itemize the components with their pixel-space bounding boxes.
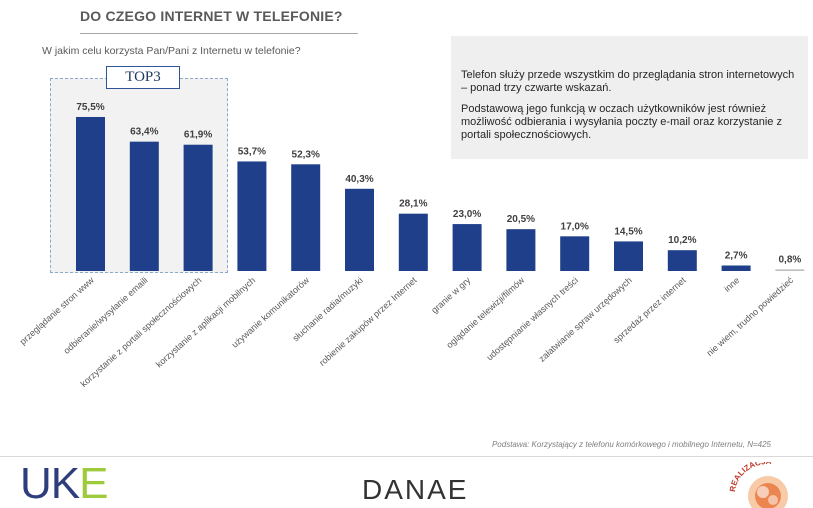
uke-logo-e: E <box>79 459 108 508</box>
survey-question: W jakim celu korzysta Pan/Pani z Interne… <box>42 45 301 57</box>
realizacja-logo: REALIZACJA <box>728 462 788 508</box>
title-underline <box>80 33 358 34</box>
bar-12 <box>667 250 697 271</box>
bar-value-label-9: 20,5% <box>507 214 535 225</box>
info-paragraph-1: Telefon służy przede wszystkim do przegl… <box>461 69 795 94</box>
bar-10 <box>560 236 590 271</box>
category-label-10: udostępnianie własnych treści <box>484 275 580 362</box>
bar-13 <box>721 265 751 271</box>
footer-divider <box>0 456 813 457</box>
bar-7 <box>398 213 428 271</box>
uke-logo-u: U <box>20 459 52 508</box>
uke-logo-k: K <box>50 459 80 508</box>
bar-4 <box>237 161 267 271</box>
info-paragraph-2: Podstawową jego funkcją w oczach użytkow… <box>461 103 782 141</box>
bar-value-label-7: 28,1% <box>399 199 427 210</box>
bar-2 <box>129 141 159 271</box>
bar-value-label-3: 61,9% <box>184 130 212 141</box>
bar-value-label-4: 53,7% <box>238 146 266 157</box>
bar-9 <box>506 229 536 271</box>
uke-logo: UKE <box>20 459 109 508</box>
bar-14 <box>775 269 805 271</box>
bar-value-label-13: 2,7% <box>725 250 748 261</box>
category-label-14: nie wiem, trudno powiedzieć <box>705 275 796 358</box>
bar-5 <box>291 164 321 271</box>
bar-6 <box>345 188 374 271</box>
top3-label: TOP3 <box>106 66 180 89</box>
bar-8 <box>452 224 482 271</box>
bar-1 <box>76 116 105 271</box>
bar-value-label-6: 40,3% <box>345 174 373 185</box>
bar-value-label-5: 52,3% <box>292 149 320 160</box>
info-box: Telefon służy przede wszystkim do przegl… <box>451 36 808 159</box>
bar-value-label-8: 23,0% <box>453 209 481 220</box>
category-label-11: załatwianie spraw urzędowych <box>537 275 634 364</box>
bar-value-label-12: 10,2% <box>668 235 696 246</box>
bar-11 <box>614 241 643 271</box>
page-title: DO CZEGO INTERNET W TELEFONIE? <box>80 8 343 24</box>
footnote: Podstawa: Korzystający z telefonu komórk… <box>491 440 771 449</box>
category-label-13: inne <box>722 275 741 294</box>
bar-3 <box>183 144 213 271</box>
bar-value-label-2: 63,4% <box>130 127 158 138</box>
bar-value-label-14: 0,8% <box>779 254 802 265</box>
danae-logo: DANAE <box>362 474 469 505</box>
category-label-3: korzystanie z portali społecznościowych <box>79 275 204 389</box>
bar-value-label-10: 17,0% <box>561 221 589 232</box>
category-label-7: robienie zakupów przez Internet <box>317 275 419 368</box>
bar-value-label-1: 75,5% <box>76 102 104 113</box>
bar-value-label-11: 14,5% <box>614 226 642 237</box>
category-label-8: granie w gry <box>429 275 472 316</box>
category-label-4: korzystanie z aplikacji mobilnych <box>154 275 257 369</box>
bar-chart: 75,5%przeglądanie stron www63,4%odbieran… <box>18 102 805 389</box>
